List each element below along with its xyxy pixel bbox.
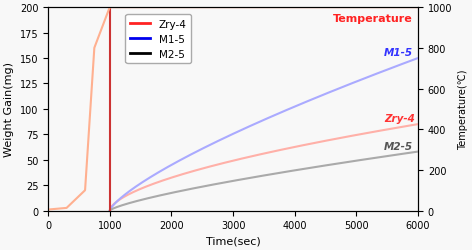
Legend: Zry-4, M1-5, M2-5: Zry-4, M1-5, M2-5 xyxy=(126,15,191,64)
Text: Temperature: Temperature xyxy=(333,14,413,24)
X-axis label: Time(sec): Time(sec) xyxy=(206,236,261,246)
Y-axis label: Temperature(℃): Temperature(℃) xyxy=(458,69,468,150)
Text: M1-5: M1-5 xyxy=(384,48,413,58)
Y-axis label: Weight Gain(mg): Weight Gain(mg) xyxy=(4,62,14,157)
Text: Zry-4: Zry-4 xyxy=(384,114,415,124)
Text: M2-5: M2-5 xyxy=(384,141,413,151)
